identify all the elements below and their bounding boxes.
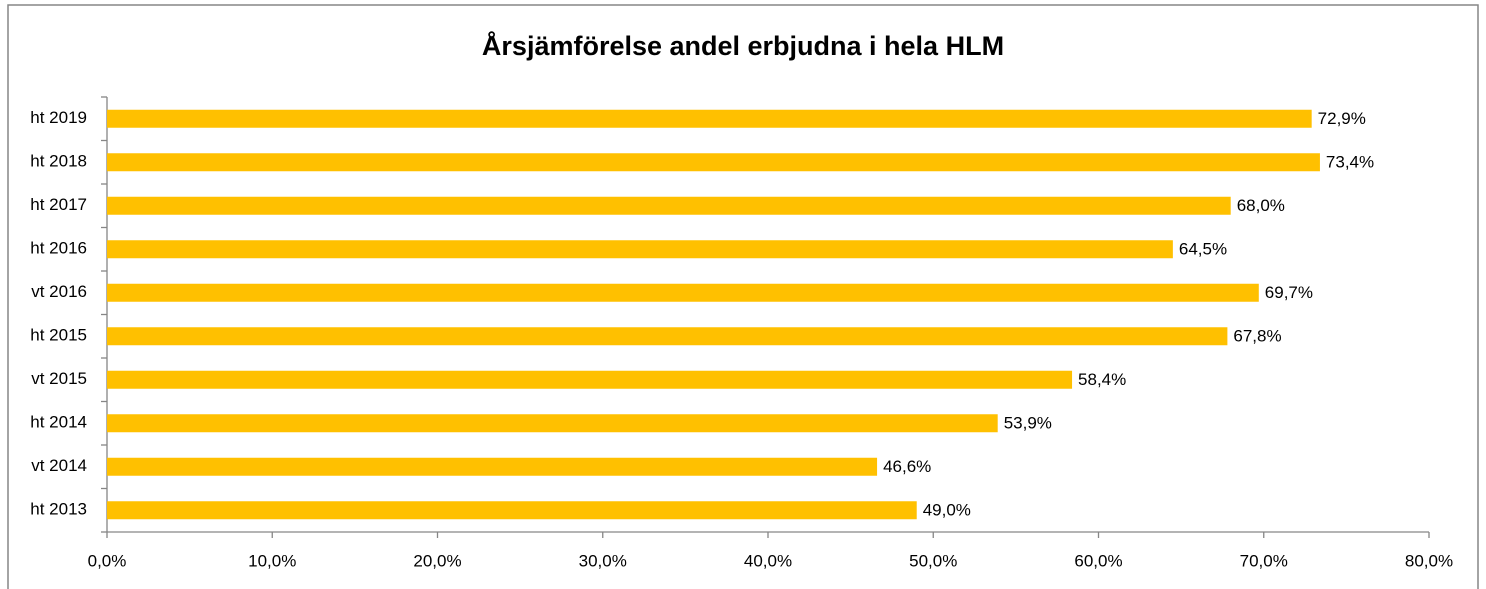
y-tick-label: ht 2017 bbox=[30, 195, 87, 214]
data-label: 67,8% bbox=[1233, 327, 1281, 346]
data-label: 53,9% bbox=[1004, 414, 1052, 433]
data-label: 69,7% bbox=[1265, 283, 1313, 302]
data-label: 72,9% bbox=[1318, 109, 1366, 128]
x-tick-label: 60,0% bbox=[1074, 551, 1122, 570]
y-tick-label: vt 2016 bbox=[31, 282, 87, 301]
bar bbox=[107, 109, 1312, 128]
y-tick-label: ht 2015 bbox=[30, 326, 87, 345]
x-tick-label: 30,0% bbox=[579, 551, 627, 570]
y-tick-label: ht 2014 bbox=[30, 413, 87, 432]
bar bbox=[107, 370, 1073, 389]
bar bbox=[107, 457, 878, 476]
data-label: 58,4% bbox=[1078, 370, 1126, 389]
x-tick-label: 70,0% bbox=[1240, 551, 1288, 570]
bar bbox=[107, 414, 998, 433]
data-label: 68,0% bbox=[1237, 196, 1285, 215]
data-label: 73,4% bbox=[1326, 153, 1374, 172]
y-tick-label: ht 2016 bbox=[30, 239, 87, 258]
x-tick-label: 0,0% bbox=[88, 551, 127, 570]
x-tick-label: 50,0% bbox=[909, 551, 957, 570]
x-tick-label: 10,0% bbox=[248, 551, 296, 570]
y-tick-label: ht 2019 bbox=[30, 108, 87, 127]
chart-title: Årsjämförelse andel erbjudna i hela HLM bbox=[482, 30, 1004, 61]
y-tick-label: vt 2014 bbox=[31, 456, 87, 475]
data-label: 64,5% bbox=[1179, 240, 1227, 259]
bar bbox=[107, 283, 1259, 302]
bar bbox=[107, 240, 1173, 259]
bar bbox=[107, 327, 1228, 346]
data-label: 49,0% bbox=[923, 501, 971, 520]
x-tick-label: 20,0% bbox=[413, 551, 461, 570]
y-tick-label: vt 2015 bbox=[31, 369, 87, 388]
bar bbox=[107, 501, 917, 520]
bar bbox=[107, 196, 1231, 215]
data-label: 46,6% bbox=[883, 457, 931, 476]
bar bbox=[107, 153, 1320, 172]
y-tick-label: ht 2018 bbox=[30, 152, 87, 171]
x-tick-label: 40,0% bbox=[744, 551, 792, 570]
x-tick-label: 80,0% bbox=[1405, 551, 1453, 570]
y-tick-label: ht 2013 bbox=[30, 500, 87, 519]
